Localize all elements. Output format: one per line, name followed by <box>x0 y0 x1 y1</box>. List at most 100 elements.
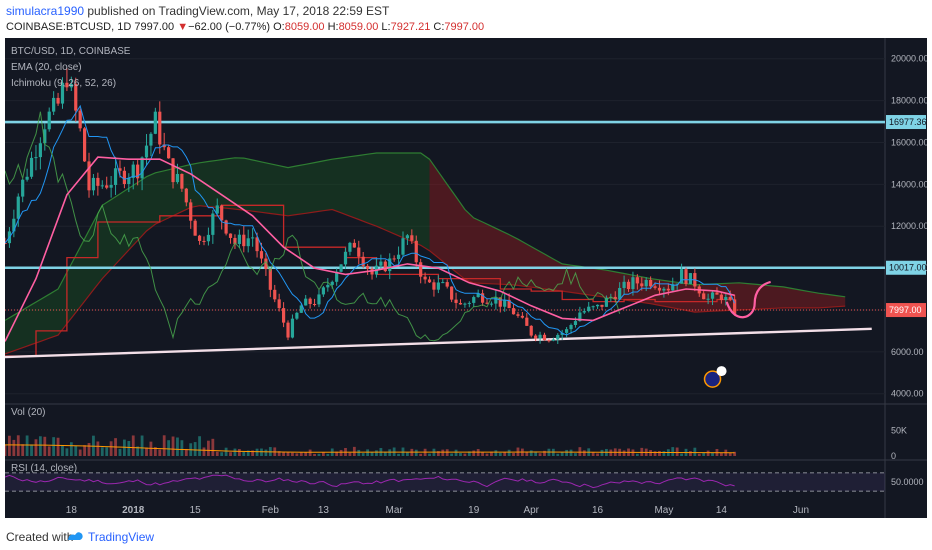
volume-bar <box>61 445 64 456</box>
candle-body <box>538 334 542 339</box>
time-tick-label: 16 <box>592 505 604 516</box>
volume-bar <box>21 444 25 456</box>
volume-bar <box>313 453 316 456</box>
candle-body <box>458 302 463 305</box>
candle-body <box>595 304 600 307</box>
candle-body <box>357 247 361 257</box>
candle-body <box>542 334 547 341</box>
price-label-text: 16977.36 <box>889 117 927 127</box>
legend-ichimoku[interactable]: Ichimoku (9, 26, 52, 26) <box>11 78 117 89</box>
candle-body <box>16 196 20 219</box>
chart-canvas[interactable]: 20000.00 18000.00 16000.00 14000.00 12000.00… <box>5 38 927 518</box>
volume-bar <box>286 451 290 456</box>
legend-volume[interactable]: Vol (20) <box>11 407 46 418</box>
volume-tick-label: 50K <box>891 426 907 436</box>
close-label: C: <box>433 21 445 33</box>
projection-drawing <box>725 280 771 319</box>
time-tick-label: 19 <box>468 505 480 516</box>
event-flag-icon <box>703 370 722 388</box>
volume-bars-group <box>5 435 737 456</box>
volume-bar <box>450 453 454 456</box>
candle-body <box>450 286 454 300</box>
price-label-box <box>886 115 926 130</box>
candle-body <box>299 305 303 313</box>
candle-body <box>321 287 325 295</box>
candle-body <box>423 276 427 280</box>
volume-bar <box>184 448 188 456</box>
time-tick-label: 18 <box>66 505 78 516</box>
volume-bar <box>467 451 471 456</box>
volume-bar <box>543 450 546 456</box>
volume-bar <box>375 450 378 456</box>
volume-bar <box>47 446 51 456</box>
volume-bar <box>251 450 255 456</box>
volume-bar <box>498 452 502 456</box>
volume-bar <box>658 450 661 456</box>
price-label-box <box>886 260 926 275</box>
candle-body <box>511 308 516 315</box>
volume-bar <box>237 449 241 456</box>
volume-bar <box>12 439 16 456</box>
footer: Created with TradingView <box>0 522 932 550</box>
volume-bar <box>711 452 714 456</box>
volume-bar <box>675 447 679 456</box>
volume-bar <box>34 439 38 456</box>
candle-body <box>65 82 69 88</box>
volume-bar <box>16 435 20 456</box>
volume-bar <box>697 453 701 456</box>
down-arrow-icon: ▼ <box>177 21 189 33</box>
candle-body <box>582 311 586 313</box>
candle-body <box>144 145 149 158</box>
volume-bar <box>719 452 723 456</box>
volume-bar <box>202 447 206 456</box>
candle-body <box>401 238 405 255</box>
volume-bar <box>662 451 666 456</box>
high-label: H: <box>327 21 339 33</box>
chart-svg[interactable]: 20000.00 18000.00 16000.00 14000.00 12000.00… <box>5 38 927 518</box>
candle-body <box>366 265 370 269</box>
volume-bar <box>339 449 343 456</box>
volume-bar <box>74 445 78 456</box>
candle-body <box>560 332 564 335</box>
legend-ema[interactable]: EMA (20, close) <box>11 62 82 73</box>
volume-bar <box>277 451 281 456</box>
candle-body <box>733 299 737 314</box>
volume-bar <box>689 451 692 456</box>
volume-bar <box>215 451 219 456</box>
candle-body <box>308 298 312 305</box>
price-tick-label: 20000.00 <box>891 54 927 64</box>
candle-body <box>5 242 7 244</box>
candle-body <box>259 251 264 259</box>
candle-body <box>396 254 401 260</box>
candle-body <box>419 262 423 277</box>
volume-bar <box>122 439 126 456</box>
candle-body <box>653 286 657 288</box>
candle-body <box>228 233 233 238</box>
candle-body <box>414 240 418 263</box>
tradingview-brand[interactable]: TradingView <box>88 530 155 544</box>
volume-bar <box>5 444 7 456</box>
chikou-span-line <box>5 111 621 342</box>
ema-line <box>5 156 735 342</box>
author-link[interactable]: simulacra1990 <box>6 4 85 18</box>
candle-body <box>251 237 255 239</box>
candle-body <box>352 242 356 248</box>
legend-symbol[interactable]: BTC/USD, 1D, COINBASE <box>11 46 131 57</box>
candle-body <box>330 281 334 285</box>
volume-bar <box>25 435 29 456</box>
chart-header: simulacra1990 published on TradingView.c… <box>0 0 932 38</box>
candle-body <box>569 325 573 330</box>
volume-bar <box>335 451 339 456</box>
candle-body <box>618 287 622 300</box>
candle-body <box>122 170 126 185</box>
price-tick-label: 4000.00 <box>891 389 924 399</box>
volume-bar <box>291 452 294 456</box>
candle-body <box>436 282 440 290</box>
volume-bar <box>702 452 706 456</box>
candle-body <box>591 306 595 308</box>
legend-rsi[interactable]: RSI (14, close) <box>11 463 78 474</box>
volume-bar <box>582 450 586 456</box>
volume-bar <box>635 453 639 456</box>
candle-body <box>710 292 715 299</box>
last-price: 7997.00 <box>134 21 175 33</box>
